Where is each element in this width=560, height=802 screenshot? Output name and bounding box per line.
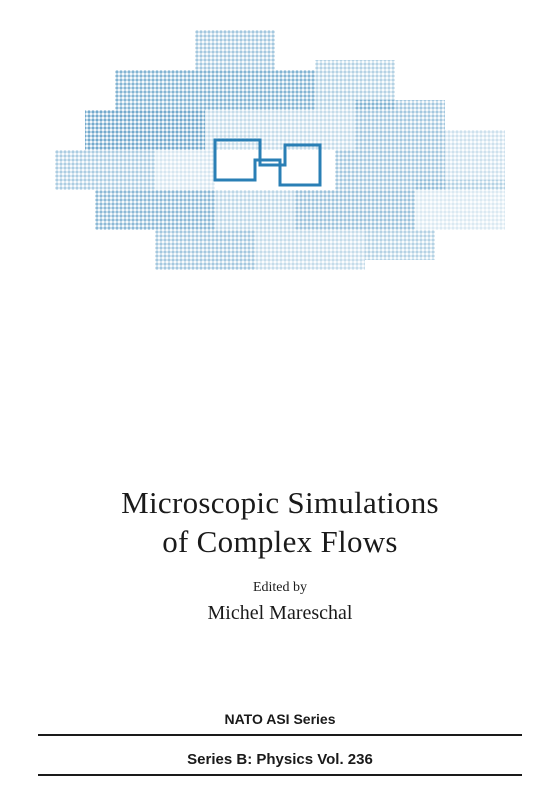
horizontal-rule-upper	[38, 734, 522, 737]
cover-artwork	[55, 30, 505, 270]
title-block: Microscopic Simulations of Complex Flows…	[0, 484, 560, 625]
edited-by-label: Edited by	[0, 580, 560, 596]
series-detail: Series B: Physics Vol. 236	[0, 751, 560, 768]
editor-name: Michel Mareschal	[0, 602, 560, 625]
horizontal-rule-lower	[38, 774, 522, 777]
halftone-pattern-svg	[55, 30, 505, 270]
title-line-2: of Complex Flows	[0, 523, 560, 562]
title-line-1: Microscopic Simulations	[0, 484, 560, 523]
series-name: NATO ASI Series	[0, 711, 560, 727]
